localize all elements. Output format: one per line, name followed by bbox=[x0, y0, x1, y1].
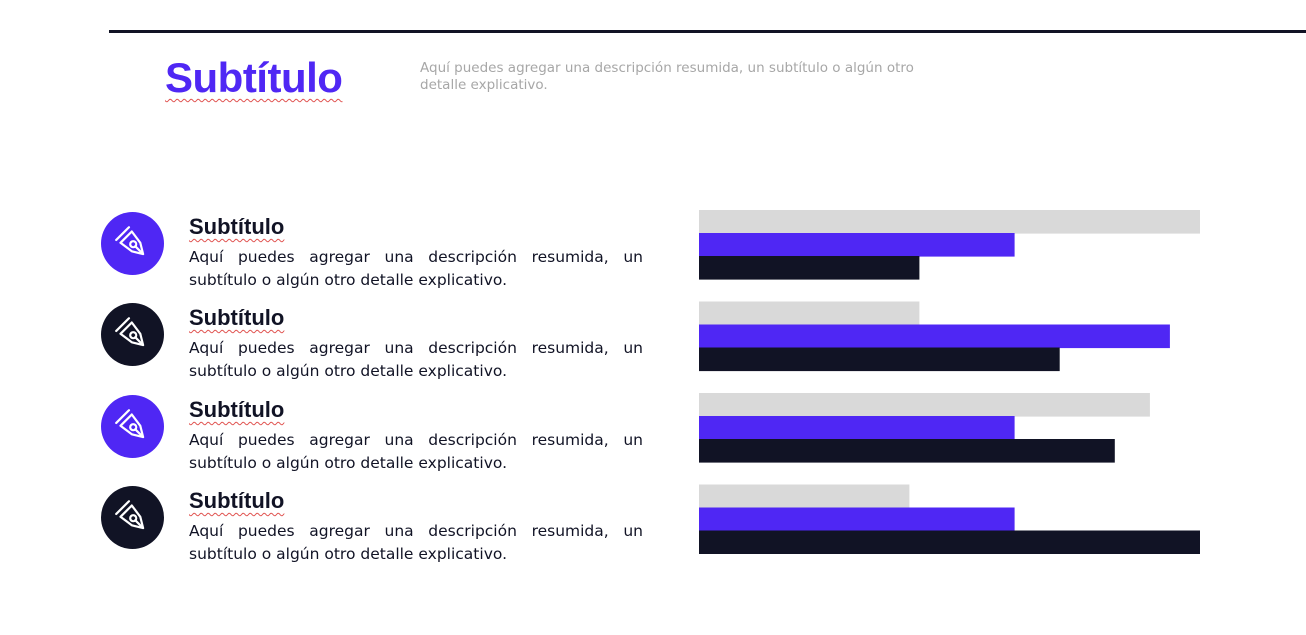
list-item: Subtítulo Aquí puedes agregar una descri… bbox=[100, 395, 660, 475]
header-description: Aquí puedes agregar una descripción resu… bbox=[420, 60, 914, 93]
bar bbox=[699, 210, 1200, 234]
bar bbox=[699, 233, 1015, 257]
pen-nib-icon bbox=[115, 317, 145, 347]
list-item: Subtítulo Aquí puedes agregar una descri… bbox=[100, 303, 660, 383]
icon-circle bbox=[101, 212, 164, 275]
bar bbox=[699, 393, 1150, 417]
item-title: Subtítulo bbox=[189, 397, 285, 422]
item-description: Aquí puedes agregar una descripción resu… bbox=[189, 248, 643, 289]
bar bbox=[699, 347, 1060, 372]
page-title: Subtítulo bbox=[165, 54, 343, 101]
item-title: Subtítulo bbox=[189, 214, 285, 239]
bar bbox=[699, 507, 1015, 532]
list-item: Subtítulo Aquí puedes agregar una descri… bbox=[100, 212, 660, 292]
bar bbox=[699, 530, 1200, 554]
bar bbox=[699, 439, 1115, 463]
top-divider bbox=[109, 30, 1306, 33]
bar bbox=[699, 484, 910, 509]
icon-circle bbox=[101, 486, 164, 549]
item-description: Aquí puedes agregar una descripción resu… bbox=[189, 522, 643, 563]
bar bbox=[699, 256, 920, 280]
bar-chart bbox=[699, 210, 1200, 554]
pen-nib-icon bbox=[115, 500, 145, 530]
icon-circle bbox=[101, 303, 164, 366]
item-title: Subtítulo bbox=[189, 305, 285, 330]
pen-nib-icon bbox=[115, 226, 145, 256]
icon-circle bbox=[101, 395, 164, 458]
item-description: Aquí puedes agregar una descripción resu… bbox=[189, 431, 643, 472]
pen-nib-icon bbox=[115, 409, 145, 439]
item-title: Subtítulo bbox=[189, 488, 285, 513]
bar bbox=[699, 301, 920, 326]
list-item: Subtítulo Aquí puedes agregar una descri… bbox=[100, 486, 660, 566]
bar bbox=[699, 416, 1015, 440]
bar bbox=[699, 324, 1170, 349]
item-description: Aquí puedes agregar una descripción resu… bbox=[189, 339, 643, 380]
